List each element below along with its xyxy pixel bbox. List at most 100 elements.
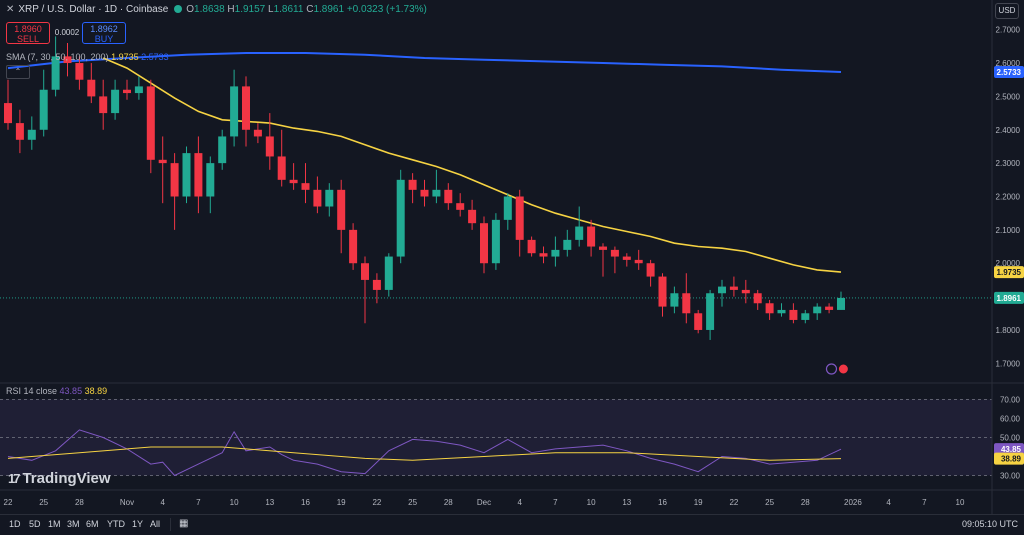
rsi-tick-label: 30.00 <box>1000 472 1021 481</box>
candle-body <box>610 249 619 257</box>
sma-yellow-axis-label-bg <box>994 266 1024 279</box>
rsi-band <box>0 399 992 476</box>
candle-body <box>194 153 203 197</box>
time-tick-label: 22 <box>372 498 381 507</box>
high-value: 1.9157 <box>234 4 266 15</box>
candle-body <box>313 189 322 207</box>
time-tick-label: 13 <box>265 498 274 507</box>
timeframe-5d[interactable]: 5D <box>29 519 41 529</box>
rsi-legend[interactable]: RSI 14 close 43.85 38.89 <box>6 386 107 396</box>
price-tick-label: 2.3000 <box>996 159 1021 168</box>
time-tick-label: 4 <box>886 498 891 507</box>
high-label: H <box>227 4 235 15</box>
calendar-icon[interactable]: ▦ <box>179 518 189 529</box>
rsi-axis-label-bg <box>994 443 1024 456</box>
rsi-line <box>7 429 842 477</box>
candle-body <box>468 209 477 224</box>
timeframe-6m[interactable]: 6M <box>86 519 99 529</box>
close-icon[interactable]: ✕ <box>6 4 15 15</box>
rsi-tick-label: 70.00 <box>1000 396 1021 405</box>
sma-yellow-line <box>102 57 842 273</box>
buy-button[interactable]: 1.8962 BUY <box>82 22 126 44</box>
candle-body <box>396 179 405 257</box>
time-tick-label: 7 <box>922 498 927 507</box>
last-price-axis-label: 1.8961 <box>997 294 1022 303</box>
time-tick-label: 10 <box>230 498 239 507</box>
candle-body <box>337 189 346 230</box>
candle-body <box>503 196 512 220</box>
sma-legend[interactable]: SMA (7, 30, 50, 100, 200) 1.9735 2.5733 <box>6 52 169 62</box>
candle-body <box>51 56 60 90</box>
rsi-tick-label: 60.00 <box>1000 415 1021 424</box>
candle-body <box>682 293 691 314</box>
candle-body <box>622 256 631 260</box>
time-tick-label: 4 <box>517 498 522 507</box>
time-tick-label: 13 <box>622 498 631 507</box>
sell-button[interactable]: 1.8960 SELL <box>6 22 50 44</box>
candle-body <box>325 189 334 207</box>
candle-body <box>349 229 358 264</box>
utc-clock[interactable]: 09:05:10 UTC <box>961 519 1018 529</box>
sma-value-2: 2.5733 <box>141 52 169 62</box>
candle-body <box>420 189 429 197</box>
logo-text: TradingView <box>22 470 111 487</box>
timeframe-all[interactable]: All <box>150 519 161 529</box>
candle-body <box>372 279 381 290</box>
timeframe-1m[interactable]: 1M <box>48 519 61 529</box>
flag-event-icon <box>837 363 849 375</box>
candle-body <box>301 183 310 190</box>
tradingview-logo-icon: 17 <box>8 471 21 486</box>
time-tick-label: 7 <box>553 498 558 507</box>
candle-body <box>242 86 250 130</box>
market-status-icon <box>174 5 183 13</box>
sma-yellow-axis-label: 1.9735 <box>997 268 1022 277</box>
candle-body <box>563 239 572 250</box>
candle-body <box>670 293 679 307</box>
sell-label: SELL <box>16 34 40 44</box>
sma-label: SMA (7, 30, 50, 100, 200) <box>6 52 109 62</box>
collapse-indicators-button[interactable]: ⌃ <box>6 65 30 79</box>
time-tick-label: 19 <box>694 498 703 507</box>
timeframe-1d[interactable]: 1D <box>9 519 21 529</box>
symbol-title[interactable]: XRP / U.S. Dollar · 1D · Coinbase <box>18 4 169 15</box>
candle-body <box>706 293 715 330</box>
candle-body <box>646 263 655 277</box>
candle-body <box>729 286 738 290</box>
price-tick-label: 2.2000 <box>996 193 1021 202</box>
candle-body <box>63 56 72 64</box>
candle-body <box>741 289 750 294</box>
candle-body <box>218 136 227 164</box>
candle-body <box>99 96 108 114</box>
close-label: C <box>306 4 314 15</box>
open-label: O <box>186 4 195 15</box>
last-price-axis-label-bg <box>994 291 1024 304</box>
time-tick-label: 19 <box>337 498 346 507</box>
candle-body <box>718 286 726 294</box>
candle-body <box>289 179 298 184</box>
timeframe-ytd[interactable]: YTD <box>107 519 125 529</box>
candle-body <box>15 123 24 140</box>
candle-body <box>408 179 417 190</box>
time-tick-label: 28 <box>444 498 453 507</box>
bottom-toolbar: 1D 5D 1M 3M 6M YTD 1Y All ▦ 09:05:10 UTC <box>0 514 1024 535</box>
timeframe-3m[interactable]: 3M <box>67 519 80 529</box>
candle-body <box>658 276 667 307</box>
price-tick-label: 2.6000 <box>996 59 1021 68</box>
time-tick-label: 4 <box>160 498 165 507</box>
rsi-ma-value: 38.89 <box>84 386 108 396</box>
candle-body <box>384 256 393 290</box>
time-tick-label: Dec <box>477 498 491 507</box>
time-tick-label: 25 <box>408 498 417 507</box>
time-tick-label: 10 <box>587 498 596 507</box>
time-tick-label: 25 <box>765 498 774 507</box>
rsi-ma-line <box>7 446 842 461</box>
candle-body <box>789 309 798 320</box>
candles-group <box>4 36 845 340</box>
candle-body <box>825 306 834 310</box>
timeframe-1y[interactable]: 1Y <box>132 519 144 529</box>
tradingview-logo[interactable]: 17 TradingView <box>8 470 111 487</box>
currency-button[interactable]: USD <box>995 3 1019 19</box>
rsi-tick-label: 50.00 <box>1000 434 1021 443</box>
candle-body <box>39 89 48 130</box>
